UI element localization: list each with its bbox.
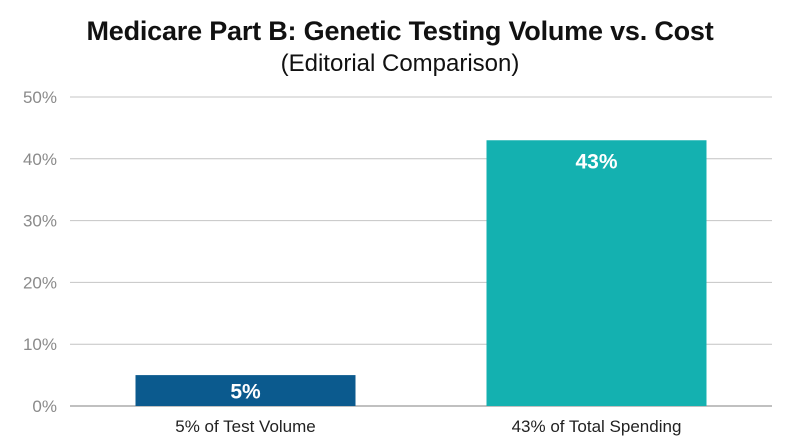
chart-subtitle: (Editorial Comparison) xyxy=(280,50,520,77)
x-category-label: 5% of Test Volume xyxy=(175,417,316,436)
x-category-label: 43% of Total Spending xyxy=(512,417,682,436)
bar xyxy=(486,140,707,406)
bar-value-label: 43% xyxy=(575,150,617,173)
x-axis-labels: 5% of Test Volume 43% of Total Spending xyxy=(175,417,681,436)
bar-value-label: 5% xyxy=(230,381,261,404)
y-tick-label: 20% xyxy=(23,273,57,292)
chart-title: Medicare Part B: Genetic Testing Volume … xyxy=(86,16,714,46)
bar xyxy=(135,375,356,406)
y-axis-ticks: 0% 10% 20% 30% 40% 50% xyxy=(23,88,57,416)
y-tick-label: 40% xyxy=(23,150,57,169)
y-tick-label: 0% xyxy=(32,397,57,416)
bars: 5% 43% xyxy=(135,140,707,406)
y-tick-label: 30% xyxy=(23,212,57,231)
y-tick-label: 50% xyxy=(23,88,57,107)
y-tick-label: 10% xyxy=(23,335,57,354)
